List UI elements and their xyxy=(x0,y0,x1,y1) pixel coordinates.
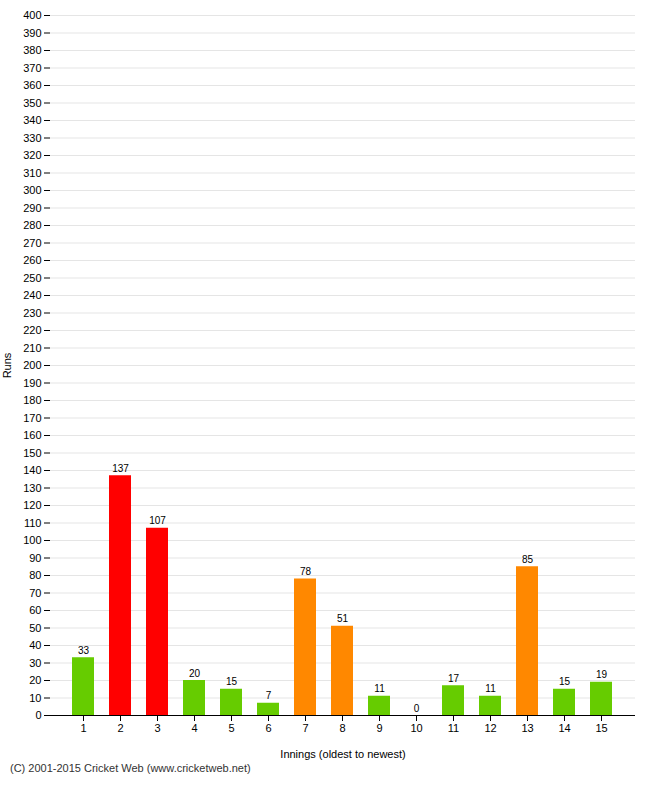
svg-text:70: 70 xyxy=(29,587,41,599)
svg-text:240: 240 xyxy=(23,289,41,301)
svg-text:15: 15 xyxy=(595,722,607,734)
svg-text:0: 0 xyxy=(35,709,41,721)
svg-text:14: 14 xyxy=(558,722,570,734)
svg-text:3: 3 xyxy=(154,722,160,734)
svg-text:310: 310 xyxy=(23,167,41,179)
svg-text:30: 30 xyxy=(29,657,41,669)
svg-text:51: 51 xyxy=(337,613,349,624)
svg-text:2: 2 xyxy=(117,722,123,734)
svg-text:230: 230 xyxy=(23,307,41,319)
svg-text:40: 40 xyxy=(29,639,41,651)
svg-text:320: 320 xyxy=(23,149,41,161)
svg-text:170: 170 xyxy=(23,412,41,424)
svg-text:80: 80 xyxy=(29,569,41,581)
svg-text:4: 4 xyxy=(191,722,197,734)
svg-text:190: 190 xyxy=(23,377,41,389)
svg-text:10: 10 xyxy=(410,722,422,734)
svg-text:107: 107 xyxy=(149,515,166,526)
svg-text:120: 120 xyxy=(23,499,41,511)
svg-text:150: 150 xyxy=(23,447,41,459)
svg-text:90: 90 xyxy=(29,552,41,564)
svg-text:10: 10 xyxy=(29,692,41,704)
svg-text:330: 330 xyxy=(23,132,41,144)
svg-text:140: 140 xyxy=(23,464,41,476)
svg-text:9: 9 xyxy=(376,722,382,734)
svg-text:15: 15 xyxy=(559,676,571,687)
svg-text:6: 6 xyxy=(265,722,271,734)
svg-text:Runs: Runs xyxy=(1,352,13,378)
svg-text:11: 11 xyxy=(448,722,459,734)
svg-text:78: 78 xyxy=(300,566,312,577)
svg-text:270: 270 xyxy=(23,237,41,249)
svg-text:7: 7 xyxy=(266,690,272,701)
svg-text:7: 7 xyxy=(302,722,308,734)
svg-text:5: 5 xyxy=(228,722,234,734)
svg-text:12: 12 xyxy=(484,722,496,734)
svg-text:380: 380 xyxy=(23,44,41,56)
svg-text:220: 220 xyxy=(23,324,41,336)
svg-text:110: 110 xyxy=(24,517,42,529)
svg-text:400: 400 xyxy=(23,9,41,21)
svg-text:360: 360 xyxy=(23,79,41,91)
svg-text:200: 200 xyxy=(23,359,41,371)
html-text:(C) 2001-2015 Cricket Web (www: (C) 2001-2015 Cricket Web (www.cricketwe… xyxy=(10,762,251,774)
svg-text:350: 350 xyxy=(23,97,41,109)
svg-text:370: 370 xyxy=(23,62,41,74)
svg-text:180: 180 xyxy=(23,394,41,406)
svg-text:20: 20 xyxy=(189,668,201,679)
svg-text:20: 20 xyxy=(29,674,41,686)
svg-text:33: 33 xyxy=(78,645,90,656)
svg-text:290: 290 xyxy=(23,202,41,214)
svg-text:8: 8 xyxy=(339,722,345,734)
svg-text:250: 250 xyxy=(23,272,41,284)
svg-text:1: 1 xyxy=(80,722,86,734)
svg-text:0: 0 xyxy=(414,703,420,714)
svg-text:340: 340 xyxy=(23,114,41,126)
svg-text:390: 390 xyxy=(23,27,41,39)
svg-text:13: 13 xyxy=(521,722,533,734)
svg-text:160: 160 xyxy=(23,429,41,441)
svg-text:280: 280 xyxy=(23,219,41,231)
svg-text:11: 11 xyxy=(374,683,385,694)
svg-text:137: 137 xyxy=(112,463,129,474)
svg-text:100: 100 xyxy=(23,534,41,546)
svg-text:130: 130 xyxy=(23,482,41,494)
svg-text:210: 210 xyxy=(23,342,41,354)
svg-text:17: 17 xyxy=(448,673,460,684)
svg-text:19: 19 xyxy=(596,669,608,680)
svg-text:60: 60 xyxy=(29,604,41,616)
svg-text:300: 300 xyxy=(23,184,41,196)
svg-text:Innings (oldest to newest): Innings (oldest to newest) xyxy=(280,748,405,760)
svg-text:15: 15 xyxy=(226,676,238,687)
svg-text:11: 11 xyxy=(485,683,496,694)
svg-text:85: 85 xyxy=(522,554,534,565)
svg-text:260: 260 xyxy=(23,254,41,266)
svg-text:50: 50 xyxy=(29,622,41,634)
